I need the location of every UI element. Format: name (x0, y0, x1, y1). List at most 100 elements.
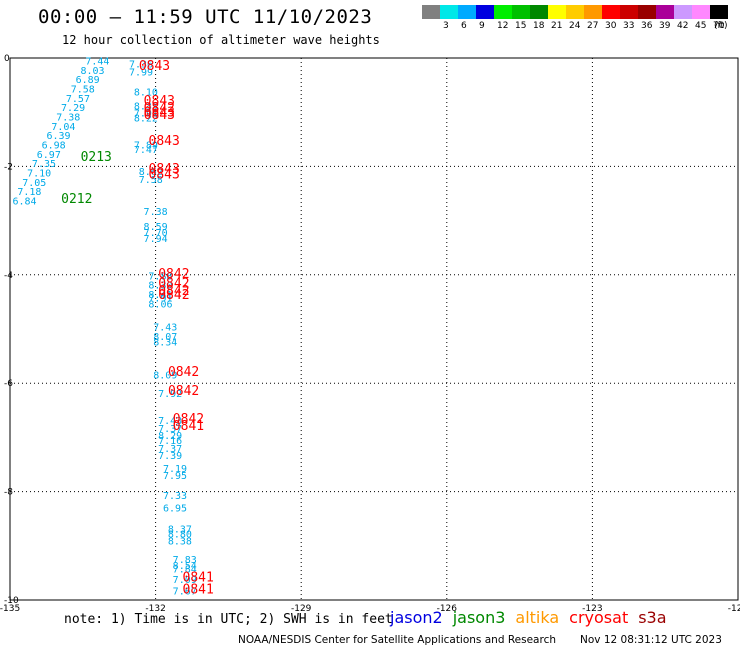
legend-swatch (620, 5, 638, 19)
pass-time-label: 0842 (158, 267, 189, 282)
swh-value: 8.41 (148, 290, 172, 301)
swh-value: 7.84 (173, 564, 197, 575)
legend-swatch (602, 5, 620, 19)
swh-value: 7.89 (134, 141, 158, 152)
legend-label: 21 (551, 21, 563, 31)
swh-value: 7.33 (163, 491, 187, 502)
y-tick-label: -2 (4, 162, 13, 172)
pass-time-label: 0843 (139, 59, 170, 74)
swh-value: 7.92 (158, 389, 182, 400)
legend-label: 9 (479, 21, 485, 31)
swh-value: 7.10 (27, 169, 51, 180)
swh-value: 8.22 (134, 113, 158, 124)
swh-value: 6.89 (76, 75, 100, 86)
swh-value: 8.06 (148, 299, 172, 310)
pass-time-label: 0843 (144, 106, 175, 121)
swh-value: 7.35 (32, 159, 56, 170)
pass-time-label: 0843 (149, 162, 180, 177)
swh-value: 7.18 (17, 187, 41, 198)
legend-label: 24 (569, 21, 581, 31)
swh-value: 8.34 (153, 338, 177, 349)
pass-time-label: 0842 (168, 365, 199, 380)
swh-value: 8.29 (158, 431, 182, 442)
legend-swatch (674, 5, 692, 19)
x-tick-label: -132 (145, 604, 165, 614)
y-tick-label: -6 (4, 379, 13, 389)
legend-swatch (476, 5, 494, 19)
swh-value: 8.10 (134, 88, 158, 99)
swh-value: 6.84 (13, 197, 37, 208)
swh-value: 7.91 (134, 109, 158, 120)
swh-value: 7.91 (148, 293, 172, 304)
credit-text: NOAA/NESDIS Center for Satellite Applica… (238, 634, 556, 646)
swh-value: 8.80 (168, 529, 192, 540)
legend-swatch (638, 5, 656, 19)
legend-label: 15 (515, 21, 527, 31)
swh-value: 7.09 (173, 575, 197, 586)
legend-swatch (458, 5, 476, 19)
x-tick-label: -123 (582, 604, 602, 614)
timestamp-text: Nov 12 08:31:12 UTC 2023 (580, 634, 722, 646)
pass-time-label: 0842 (158, 284, 189, 299)
swh-value: 7.05 (22, 178, 46, 189)
satellite-label-cryosat: cryosat (569, 608, 629, 627)
x-tick-label: -129 (291, 604, 312, 614)
legend-label: 6 (461, 21, 467, 31)
swh-value: 7.58 (71, 84, 95, 95)
legend-label: 12 (497, 21, 509, 31)
swh-value: 7.19 (163, 464, 187, 475)
map-frame (9, 57, 739, 601)
legend-label: 27 (587, 21, 599, 31)
pass-time-label: 0213 (81, 150, 112, 165)
swh-value: 6.95 (163, 504, 187, 515)
legend-swatch (422, 5, 440, 19)
swh-value: 8.54 (173, 561, 197, 572)
legend-swatch (440, 5, 458, 19)
pass-time-label: 0842 (158, 288, 189, 303)
swh-value: 8.35 (134, 102, 158, 113)
legend-swatch (692, 5, 710, 19)
legend-swatch (566, 5, 584, 19)
swh-value: 7.04 (51, 122, 75, 133)
color-legend-labels: 3 6 9 12 15 18 21 24 27 30 33 36 39 42 45 70 (ft) (422, 21, 740, 33)
swh-value: 7.16 (158, 436, 182, 447)
swh-value: 7.58 (139, 175, 163, 186)
legend-swatch (584, 5, 602, 19)
legend-swatch (710, 5, 728, 19)
legend-label: 42 (677, 21, 689, 31)
pass-time-label: 0841 (183, 571, 214, 586)
pass-time-label: 0843 (144, 108, 175, 123)
swh-value: 7.38 (144, 207, 168, 218)
pass-time-label: 0841 (183, 582, 214, 597)
legend-swatch (494, 5, 512, 19)
swh-value: 7.57 (66, 94, 90, 105)
pass-time-label: 0843 (144, 94, 175, 109)
y-tick-label: -4 (4, 271, 13, 281)
legend-label: 39 (659, 21, 671, 31)
legend-swatch (656, 5, 674, 19)
satellite-legend: jason2 jason3 altika cryosat s3a (390, 608, 677, 627)
swh-value: 7.67 (173, 586, 197, 597)
swh-value: 8.07 (153, 332, 177, 343)
satellite-label-jason2: jason2 (390, 608, 443, 627)
pass-time-label: 0843 (149, 134, 180, 149)
legend-unit: (ft) (714, 21, 728, 31)
pass-time-label: 0843 (149, 167, 180, 182)
y-tick-label: 0 (4, 54, 10, 64)
swh-value: 7.29 (61, 103, 85, 114)
swh-value: 6.97 (37, 150, 61, 161)
y-tick-label: -8 (4, 488, 13, 498)
swh-value: 7.37 (158, 444, 182, 455)
swh-value: 7.37 (158, 424, 182, 435)
pass-time-label: 0842 (144, 101, 175, 116)
legend-swatch (530, 5, 548, 19)
swh-value: 7.43 (158, 416, 182, 427)
legend-label: 3 (443, 21, 449, 31)
swh-value: 6.39 (46, 131, 70, 142)
y-tick-label: -10 (4, 596, 19, 606)
pass-time-label: 0842 (173, 412, 204, 427)
color-legend (422, 5, 728, 19)
page-title: 00:00 – 11:59 UTC 11/10/2023 (38, 6, 373, 28)
x-tick-label: -126 (437, 604, 458, 614)
